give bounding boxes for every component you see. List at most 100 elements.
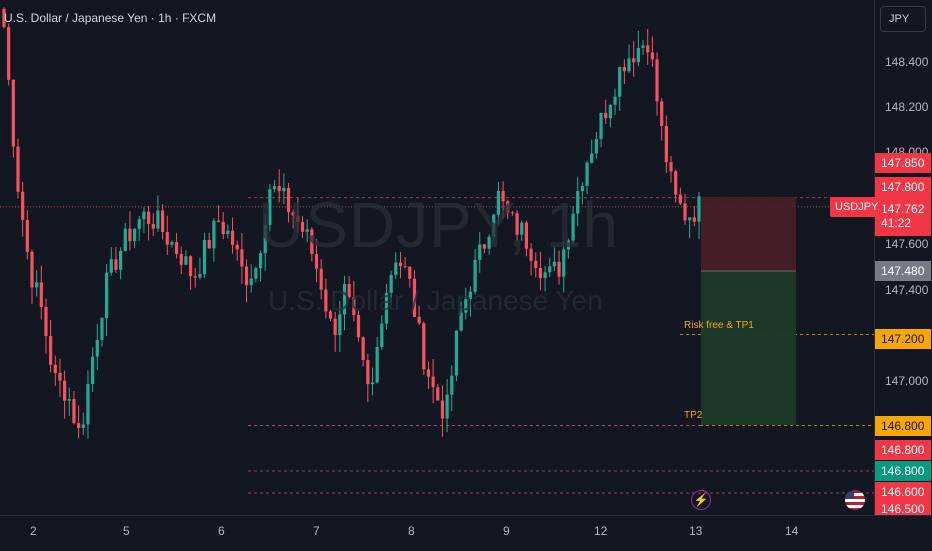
chart-title: U.S. Dollar / Japanese Yen · 1h · FXCM xyxy=(4,11,217,25)
candle-body xyxy=(277,186,281,192)
candle-body xyxy=(534,260,538,268)
candle-body xyxy=(81,424,85,428)
candle-body xyxy=(426,369,431,377)
currency-button[interactable]: JPY xyxy=(880,6,926,32)
time-tick: 2 xyxy=(30,524,37,538)
price-chart[interactable] xyxy=(0,0,874,515)
candle-body xyxy=(235,244,239,250)
candle-body xyxy=(170,242,174,245)
candle-body xyxy=(254,268,258,279)
candle-body xyxy=(627,58,631,72)
us-flag-icon[interactable] xyxy=(845,490,865,510)
candle-body xyxy=(492,214,496,237)
candle-body xyxy=(109,259,113,273)
candle-body xyxy=(660,101,664,127)
candle-body xyxy=(478,244,482,260)
take-profit-zone xyxy=(701,271,796,425)
candle-body xyxy=(580,185,584,192)
candle-body xyxy=(408,266,412,279)
candle-body xyxy=(384,292,389,324)
price-axis[interactable] xyxy=(874,0,932,515)
candle-body xyxy=(655,59,659,102)
candle-body xyxy=(305,229,309,232)
candle-body xyxy=(496,190,501,215)
candle-body xyxy=(63,380,67,401)
candle-body xyxy=(272,186,277,190)
candle-body xyxy=(548,266,552,273)
time-axis[interactable] xyxy=(0,515,932,551)
candle-body xyxy=(91,356,95,384)
candle-body xyxy=(450,375,454,395)
candle-body xyxy=(692,217,696,222)
candle-body xyxy=(650,52,654,60)
candle-body xyxy=(53,364,57,373)
candle-body xyxy=(464,299,468,313)
candle-body xyxy=(114,259,118,270)
candle-body xyxy=(688,217,692,221)
flash-icon[interactable]: ⚡ xyxy=(691,490,711,510)
candle-body xyxy=(39,282,43,308)
candle-body xyxy=(105,272,109,319)
candle-body xyxy=(510,212,515,214)
candle-body xyxy=(2,8,6,28)
price-tick: 147.600 xyxy=(885,237,929,251)
candle-body xyxy=(445,394,449,419)
candle-body xyxy=(137,219,141,229)
candle-countdown: 41:22 xyxy=(881,216,912,230)
tp1-label: Risk free & TP1 xyxy=(684,320,754,331)
symbol-tag: USDJPY xyxy=(830,197,884,217)
candle-body xyxy=(352,297,356,316)
candle-body xyxy=(86,383,90,425)
candle-body xyxy=(21,191,25,220)
candle-body xyxy=(333,318,337,336)
time-tick: 14 xyxy=(785,524,799,538)
candle-body xyxy=(590,153,594,163)
candle-body xyxy=(697,196,701,222)
candle-body xyxy=(49,336,53,365)
candle-body xyxy=(193,276,197,278)
candle-body xyxy=(240,249,244,267)
candle-body xyxy=(632,58,636,63)
candle-body xyxy=(11,79,15,147)
time-tick: 5 xyxy=(123,524,130,538)
candle-body xyxy=(380,323,384,347)
time-tick: 9 xyxy=(503,524,510,538)
candle-body xyxy=(604,112,608,119)
stop-price-tag: 147.850 xyxy=(875,153,931,173)
candle-body xyxy=(543,272,547,279)
candle-body xyxy=(226,230,230,235)
candle-body xyxy=(678,194,682,204)
candle-body xyxy=(664,126,668,163)
candle-body xyxy=(249,278,253,286)
candle-body xyxy=(669,162,673,172)
candle-body xyxy=(338,314,342,336)
name-watermark: U.S. Dollar / Japanese Yen xyxy=(268,285,603,316)
candle-body xyxy=(230,230,235,245)
candle-body xyxy=(459,312,463,331)
candle-body xyxy=(622,67,626,72)
candle-body xyxy=(594,139,598,154)
candle-body xyxy=(613,96,617,105)
candle-body xyxy=(202,239,207,275)
candle-body xyxy=(16,146,20,192)
time-tick: 6 xyxy=(218,524,225,538)
candle-body xyxy=(174,242,179,254)
candle-body xyxy=(165,232,169,245)
candle-body xyxy=(370,382,375,385)
candle-body xyxy=(417,316,421,324)
tp2-price-tag: 146.800 xyxy=(875,416,931,436)
candle-body xyxy=(347,284,351,298)
candle-body xyxy=(216,220,221,222)
candle-body xyxy=(160,210,165,233)
candle-body xyxy=(529,248,533,261)
candle-body xyxy=(618,67,622,97)
candle-body xyxy=(179,253,183,265)
candle-body xyxy=(184,256,188,265)
candle-body xyxy=(282,187,286,192)
candle-body xyxy=(636,47,640,63)
candle-body xyxy=(133,228,137,242)
candle-body xyxy=(128,228,132,242)
candle-body xyxy=(7,27,11,80)
candle-body xyxy=(501,190,505,202)
candle-body xyxy=(268,189,272,225)
